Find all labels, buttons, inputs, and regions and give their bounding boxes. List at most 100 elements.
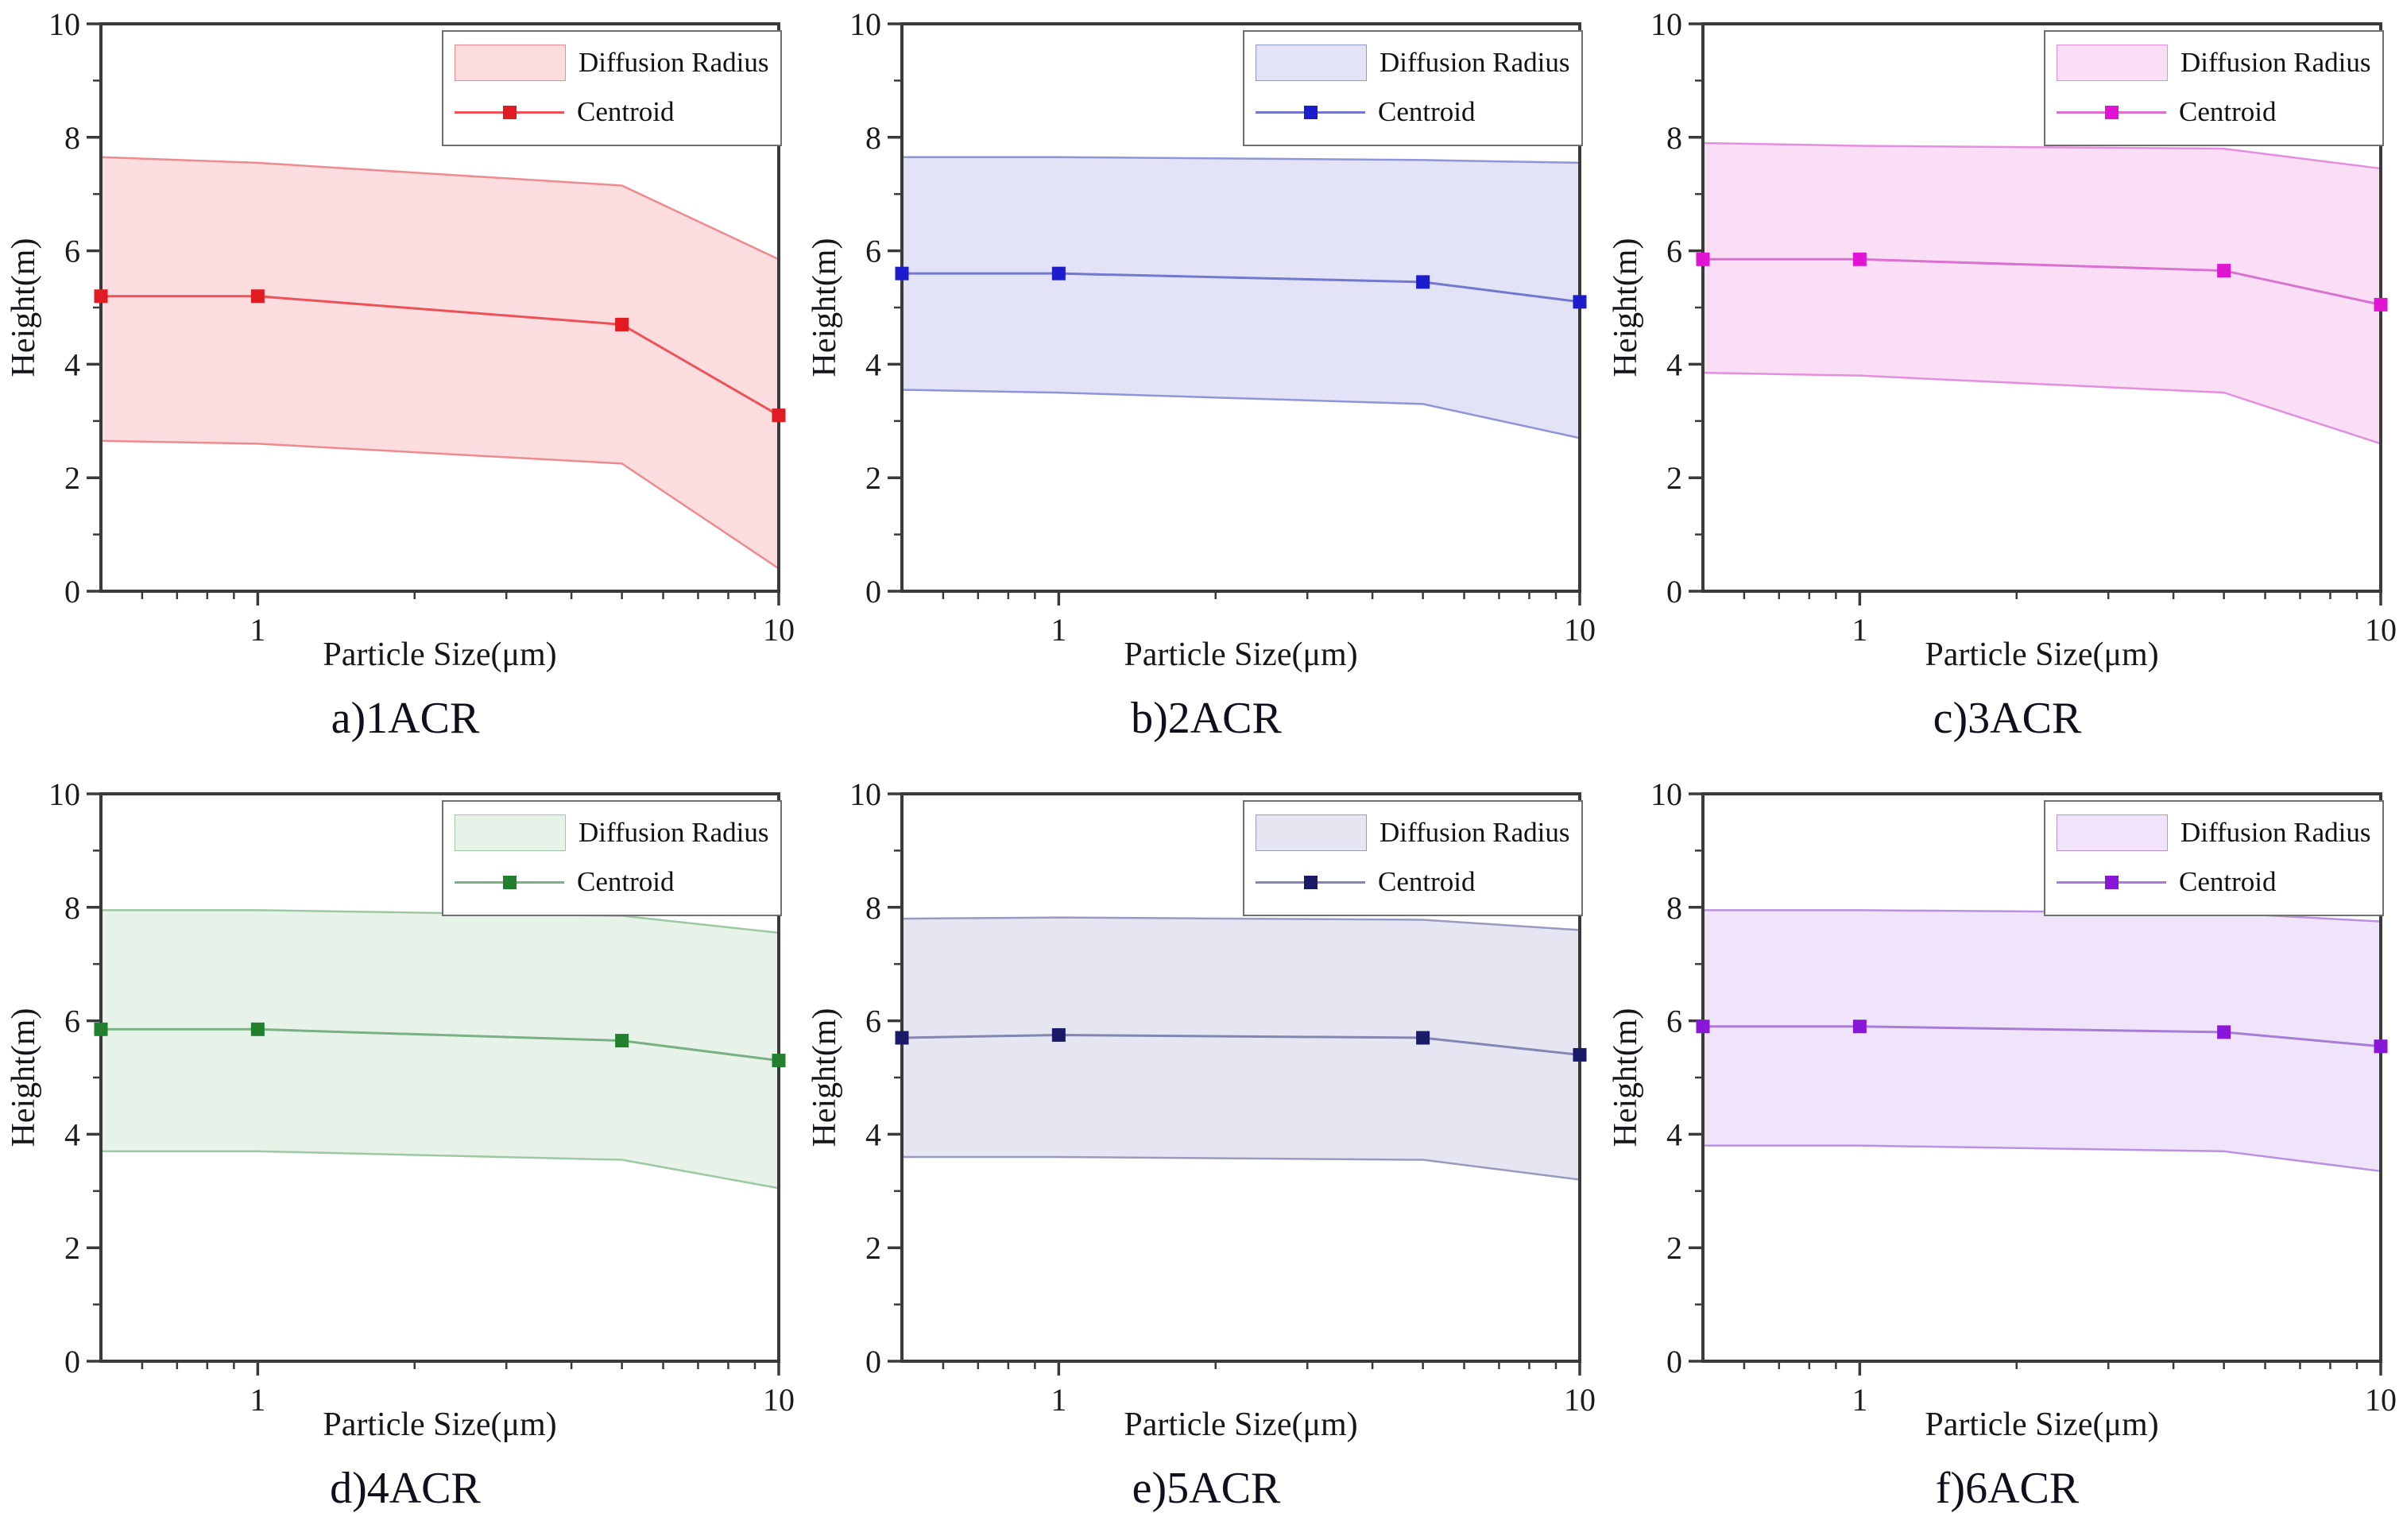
diffusion-radius-swatch-icon <box>455 814 566 851</box>
legend-row-band: Diffusion Radius <box>455 808 769 857</box>
diffusion-radius-swatch-icon <box>1256 814 1367 851</box>
subplot-e: 1 10 0 2 4 6 8 10 Height(m) Particle Size(μm) D… <box>801 770 1602 1540</box>
legend-row-centroid: Centroid <box>455 857 769 907</box>
legend-row-band: Diffusion Radius <box>1256 808 1570 857</box>
svg-text:4: 4 <box>1666 1116 1682 1152</box>
chart-canvas-b: 1 10 0 2 4 6 8 10 <box>849 6 1596 648</box>
legend: Diffusion Radius Centroid <box>1243 800 1583 916</box>
legend: Diffusion Radius Centroid <box>1243 30 1583 146</box>
svg-text:10: 10 <box>763 1382 795 1418</box>
svg-text:2: 2 <box>1666 460 1682 496</box>
y-axis-label: Height(m) <box>6 238 42 377</box>
svg-text:10: 10 <box>1564 612 1596 648</box>
svg-text:10: 10 <box>48 6 80 42</box>
svg-text:1: 1 <box>250 612 265 648</box>
legend-label-diffusion-radius: Diffusion Radius <box>578 47 769 78</box>
svg-text:2: 2 <box>865 460 881 496</box>
svg-text:6: 6 <box>1666 234 1682 269</box>
y-axis-label: Height(m) <box>1608 238 1644 377</box>
subplot-f: 1 10 0 2 4 6 8 10 Height(m) Particle Size(μm) D… <box>1602 770 2403 1540</box>
legend-label-centroid: Centroid <box>2179 866 2277 897</box>
svg-text:10: 10 <box>2365 612 2397 648</box>
svg-text:0: 0 <box>865 1344 881 1379</box>
x-axis-label: Particle Size(μm) <box>323 637 557 673</box>
svg-text:2: 2 <box>865 1230 881 1266</box>
svg-text:2: 2 <box>64 460 80 496</box>
legend-row-centroid: Centroid <box>1256 87 1570 137</box>
svg-text:8: 8 <box>865 120 881 156</box>
y-axis-label: Height(m) <box>807 238 843 377</box>
svg-text:8: 8 <box>1666 120 1682 156</box>
subplot-caption-f: f)6ACR <box>1935 1464 2080 1513</box>
svg-text:10: 10 <box>1564 1382 1596 1418</box>
centroid-marker-icon <box>455 865 564 900</box>
svg-text:4: 4 <box>865 346 881 382</box>
svg-text:4: 4 <box>64 1116 80 1152</box>
svg-text:0: 0 <box>865 574 881 609</box>
svg-text:10: 10 <box>1650 6 1682 42</box>
chart-canvas-f: 1 10 0 2 4 6 8 10 <box>1650 776 2397 1418</box>
legend-label-diffusion-radius: Diffusion Radius <box>2180 47 2371 78</box>
legend: Diffusion Radius Centroid <box>2044 800 2384 916</box>
svg-text:0: 0 <box>1666 1344 1682 1379</box>
svg-text:1: 1 <box>1051 1382 1066 1418</box>
svg-text:6: 6 <box>64 1004 80 1039</box>
subplot-caption-d: d)4ACR <box>330 1464 481 1513</box>
chart-canvas-e: 1 10 0 2 4 6 8 10 <box>849 776 1596 1418</box>
svg-text:6: 6 <box>1666 1004 1682 1039</box>
chart-canvas-a: 1 10 0 2 4 6 8 10 <box>48 6 795 648</box>
legend-label-centroid: Centroid <box>1378 96 1476 127</box>
legend-row-band: Diffusion Radius <box>2057 38 2371 87</box>
subplot-caption-a: a)1ACR <box>331 694 480 743</box>
legend-label-diffusion-radius: Diffusion Radius <box>578 817 769 848</box>
svg-text:4: 4 <box>64 346 80 382</box>
legend-row-centroid: Centroid <box>1256 857 1570 907</box>
svg-text:2: 2 <box>1666 1230 1682 1266</box>
svg-text:1: 1 <box>250 1382 265 1418</box>
svg-text:10: 10 <box>849 776 881 812</box>
diffusion-radius-swatch-icon <box>455 44 566 81</box>
subplot-caption-c: c)3ACR <box>1933 694 2082 743</box>
subplot-caption-b: b)2ACR <box>1131 694 1282 743</box>
x-axis-label: Particle Size(μm) <box>1925 637 2159 673</box>
legend-label-centroid: Centroid <box>577 96 675 127</box>
svg-text:10: 10 <box>2365 1382 2397 1418</box>
svg-text:4: 4 <box>1666 346 1682 382</box>
subplot-b: 1 10 0 2 4 6 8 10 Height(m) Particle Size(μm) D… <box>801 0 1602 770</box>
svg-text:8: 8 <box>64 890 80 926</box>
diffusion-radius-swatch-icon <box>2057 814 2168 851</box>
svg-text:10: 10 <box>763 612 795 648</box>
legend-label-diffusion-radius: Diffusion Radius <box>2180 817 2371 848</box>
y-axis-label: Height(m) <box>6 1008 42 1147</box>
y-axis-label: Height(m) <box>807 1008 843 1147</box>
y-axis-label: Height(m) <box>1608 1008 1644 1147</box>
legend-label-centroid: Centroid <box>2179 96 2277 127</box>
subplot-d: 1 10 0 2 4 6 8 10 Height(m) Particle Size(μm) D… <box>0 770 801 1540</box>
legend: Diffusion Radius Centroid <box>442 800 782 916</box>
legend-label-centroid: Centroid <box>1378 866 1476 897</box>
svg-text:1: 1 <box>1852 612 1867 648</box>
svg-text:4: 4 <box>865 1116 881 1152</box>
x-axis-label: Particle Size(μm) <box>323 1407 557 1443</box>
legend-row-band: Diffusion Radius <box>455 38 769 87</box>
centroid-marker-icon <box>1256 95 1365 130</box>
diffusion-radius-swatch-icon <box>1256 44 1367 81</box>
svg-text:1: 1 <box>1852 1382 1867 1418</box>
legend: Diffusion Radius Centroid <box>442 30 782 146</box>
svg-text:0: 0 <box>64 574 80 609</box>
legend: Diffusion Radius Centroid <box>2044 30 2384 146</box>
legend-row-band: Diffusion Radius <box>2057 808 2371 857</box>
svg-text:2: 2 <box>64 1230 80 1266</box>
svg-text:8: 8 <box>64 120 80 156</box>
legend-label-diffusion-radius: Diffusion Radius <box>1380 47 1570 78</box>
svg-text:10: 10 <box>849 6 881 42</box>
legend-row-centroid: Centroid <box>2057 857 2371 907</box>
svg-text:0: 0 <box>1666 574 1682 609</box>
x-axis-label: Particle Size(μm) <box>1124 1407 1358 1443</box>
centroid-marker-icon <box>2057 95 2166 130</box>
svg-text:1: 1 <box>1051 612 1066 648</box>
svg-text:8: 8 <box>1666 890 1682 926</box>
legend-row-centroid: Centroid <box>455 87 769 137</box>
centroid-marker-icon <box>455 95 564 130</box>
legend-row-band: Diffusion Radius <box>1256 38 1570 87</box>
